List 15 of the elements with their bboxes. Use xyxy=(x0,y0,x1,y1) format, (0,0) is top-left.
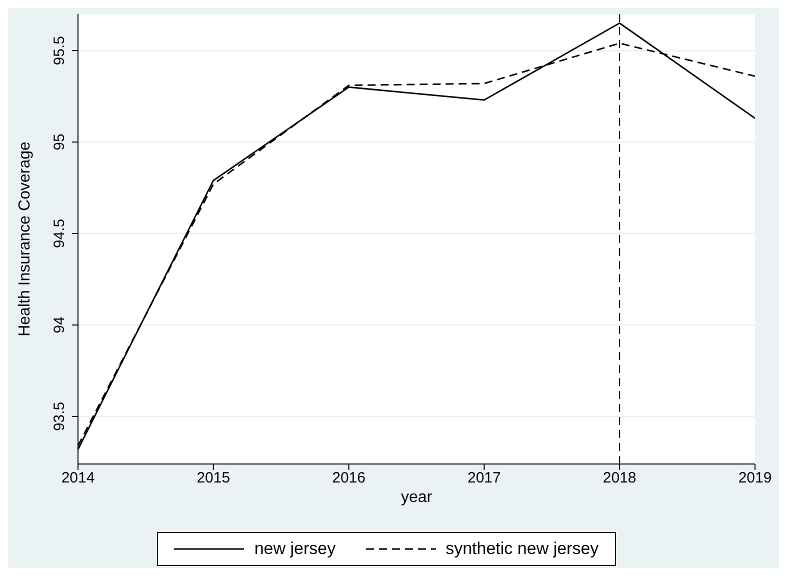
x-tick-label: 2016 xyxy=(332,470,366,487)
y-tick-label: 95.5 xyxy=(51,36,68,66)
x-tick-label: 2019 xyxy=(738,470,772,487)
y-tick-label: 94.5 xyxy=(51,218,68,248)
x-tick-label: 2015 xyxy=(196,470,230,487)
y-axis-title: Health Insurance Coverage xyxy=(16,142,34,336)
x-tick-label: 2014 xyxy=(61,470,95,487)
x-tick-label: 2018 xyxy=(602,470,636,487)
y-tick-label: 94 xyxy=(51,316,68,334)
legend-label: synthetic new jersey xyxy=(446,539,599,559)
y-tick-label: 95 xyxy=(51,134,68,150)
legend-label: new jersey xyxy=(254,539,336,559)
x-axis-title: year xyxy=(400,489,433,506)
y-tick-label: 93.5 xyxy=(51,402,68,432)
x-tick-label: 2017 xyxy=(468,470,501,487)
